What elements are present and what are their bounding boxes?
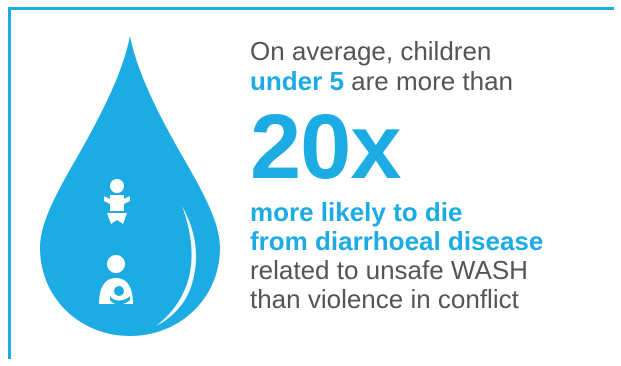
water-drop-icon xyxy=(40,36,220,336)
baby-icon xyxy=(104,179,130,224)
context-line-2: than violence in conflict xyxy=(250,284,519,314)
age-line: under 5 are more than xyxy=(250,66,590,96)
multiplier-stat: 20x xyxy=(250,96,402,198)
risk-line-2: from diarrhoeal disease xyxy=(250,226,544,256)
statistic-text-block: On average, children under 5 are more th… xyxy=(250,36,590,314)
context-line-1: related to unsafe WASH xyxy=(250,255,528,285)
frame-top-border xyxy=(8,7,614,10)
risk-line-1: more likely to die xyxy=(250,197,463,227)
frame-left-border xyxy=(8,7,11,359)
age-highlight: under 5 xyxy=(250,66,344,96)
intro-line: On average, children xyxy=(250,36,492,66)
mother-and-child-icon xyxy=(99,255,133,305)
age-line-rest: are more than xyxy=(343,66,514,96)
